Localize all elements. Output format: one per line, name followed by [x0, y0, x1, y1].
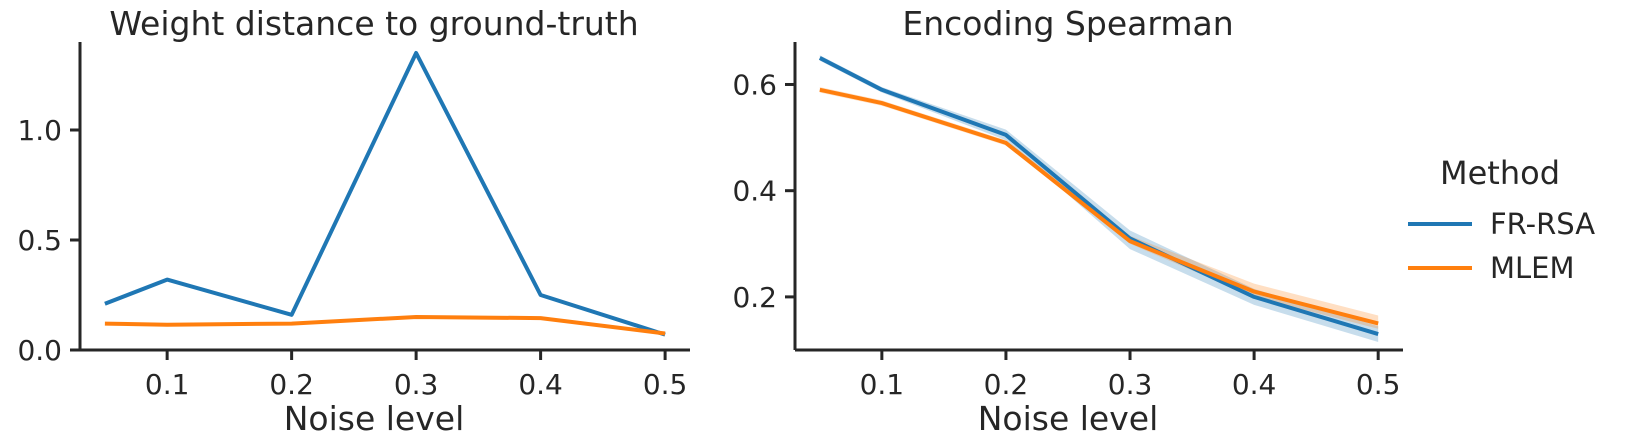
- chart-title: Encoding Spearman: [902, 4, 1233, 43]
- y-tick-label: 0.4: [732, 175, 777, 208]
- panel-encoding-spearman: Encoding Spearman Noise level 0.1 0.2 0.3 0…: [732, 4, 1403, 438]
- legend-label-mlem: MLEM: [1490, 251, 1575, 285]
- y-tick-label: 1.0: [17, 114, 62, 147]
- x-tick-label: 0.2: [984, 368, 1029, 401]
- y-tick-label: 0.0: [17, 334, 62, 367]
- chart-title: Weight distance to ground-truth: [109, 4, 638, 43]
- panel-weight-distance: Weight distance to ground-truth Noise le…: [17, 4, 690, 438]
- x-tick-label: 0.3: [1108, 368, 1153, 401]
- legend-title: Method: [1440, 154, 1560, 192]
- series-line-fr-rsa: [104, 51, 666, 337]
- series-line-mlem: [819, 87, 1379, 326]
- series-line-fr-rsa: [818, 56, 1379, 336]
- series-line-mlem: [104, 315, 666, 336]
- x-tick-label: 0.2: [269, 368, 314, 401]
- x-tick-label: 0.4: [518, 368, 563, 401]
- x-tick-label: 0.1: [145, 368, 190, 401]
- x-tick-label: 0.5: [1356, 368, 1401, 401]
- legend-entry-mlem: MLEM: [1408, 251, 1575, 285]
- x-tick-label: 0.4: [1232, 368, 1277, 401]
- confidence-band-fr-rsa: [819, 55, 1379, 343]
- x-axis-label: Noise level: [978, 399, 1159, 438]
- x-tick-label: 0.1: [860, 368, 905, 401]
- legend-entry-fr-rsa: FR-RSA: [1408, 207, 1595, 241]
- x-tick-label: 0.3: [394, 368, 439, 401]
- legend: Method FR-RSA MLEM: [1408, 154, 1595, 285]
- y-tick-label: 0.6: [732, 68, 777, 101]
- x-axis-label: Noise level: [284, 399, 465, 438]
- confidence-band-mlem: [819, 87, 1379, 329]
- legend-label-fr-rsa: FR-RSA: [1490, 207, 1595, 241]
- x-tick-label: 0.5: [643, 368, 688, 401]
- y-tick-label: 0.2: [732, 281, 777, 314]
- y-tick-label: 0.5: [17, 224, 62, 257]
